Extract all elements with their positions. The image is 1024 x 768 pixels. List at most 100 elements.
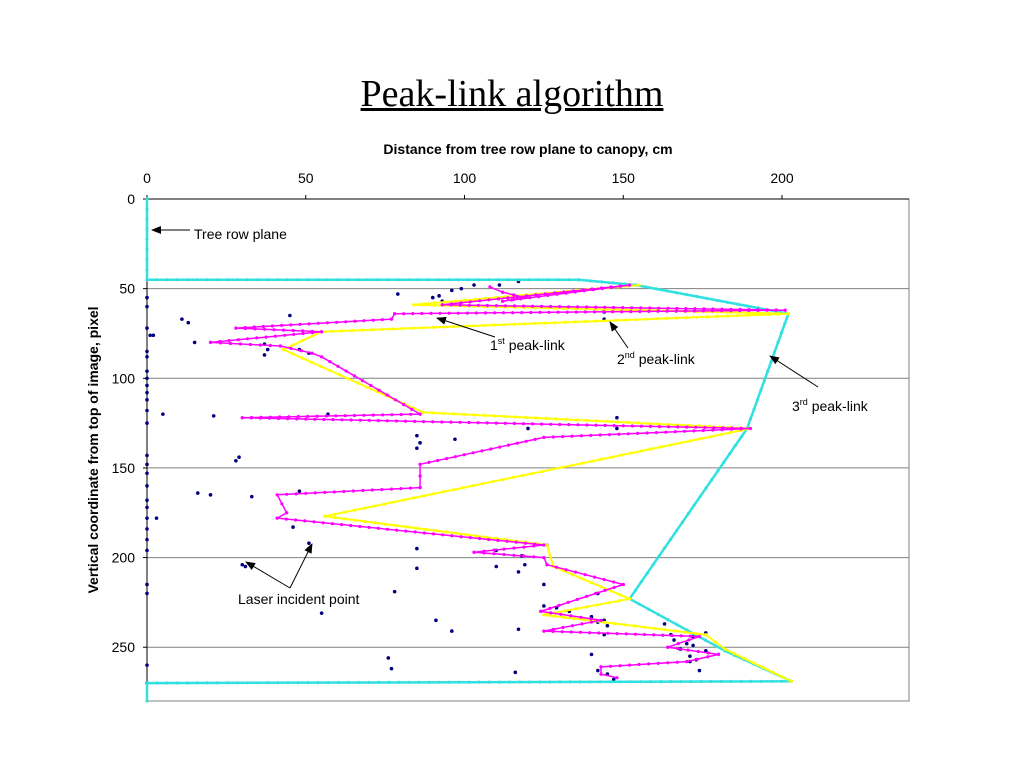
third-link-marker xyxy=(709,679,713,684)
second-link-marker xyxy=(483,296,487,301)
first-link-marker xyxy=(538,310,542,314)
first-link-marker xyxy=(594,305,598,309)
first-link-marker xyxy=(459,535,463,539)
third-link-marker xyxy=(518,680,522,684)
third-link-marker xyxy=(769,679,774,683)
second-link-marker xyxy=(634,318,638,322)
first-link-marker xyxy=(340,418,344,422)
first-link-marker xyxy=(533,437,537,441)
second-link-marker xyxy=(373,521,377,525)
first-link-marker xyxy=(245,337,250,341)
third-link-marker xyxy=(666,618,670,622)
first-link-marker xyxy=(692,309,697,313)
second-link-marker xyxy=(550,467,555,471)
second-link-marker xyxy=(472,413,476,417)
first-link-marker xyxy=(420,311,424,316)
laser-point xyxy=(307,541,311,546)
y-tick-label: 200 xyxy=(112,550,136,566)
laser-point xyxy=(265,347,270,352)
third-link-marker xyxy=(286,278,290,282)
series-first xyxy=(208,283,787,680)
laser-point xyxy=(415,433,419,438)
third-link-marker xyxy=(637,602,641,606)
second-link-marker xyxy=(746,313,750,317)
second-link-marker xyxy=(411,326,415,330)
third-link-marker xyxy=(669,537,673,541)
laser-point xyxy=(262,353,267,357)
first-peak-link-label-text: peak-link xyxy=(505,337,566,353)
first-link-marker xyxy=(510,298,514,302)
first-link-marker xyxy=(261,324,265,329)
third-link-marker xyxy=(145,227,149,231)
first-link-marker xyxy=(462,453,466,457)
first-link-marker xyxy=(367,525,371,530)
second-link-marker xyxy=(432,492,436,496)
third-link-marker xyxy=(611,281,615,285)
first-link-marker xyxy=(585,594,589,599)
first-link-marker xyxy=(325,321,329,325)
second-link-marker xyxy=(461,486,465,490)
third-link-marker xyxy=(256,681,260,685)
third-link-marker xyxy=(759,679,763,684)
first-link-marker xyxy=(630,306,634,310)
first-link-marker xyxy=(621,306,625,310)
second-link-marker xyxy=(353,518,357,522)
first-link-marker xyxy=(628,283,632,287)
first-link-marker xyxy=(472,550,476,554)
second-link-marker xyxy=(770,670,775,674)
first-link-marker xyxy=(615,632,619,636)
laser-point xyxy=(392,589,397,594)
first-link-marker xyxy=(588,631,592,635)
second-link-marker xyxy=(656,422,660,426)
first-link-marker xyxy=(612,585,616,590)
first-link-marker xyxy=(267,416,272,420)
first-link-marker xyxy=(506,443,511,447)
first-link-marker xyxy=(467,303,471,307)
first-link-marker xyxy=(657,306,661,310)
second-link-marker xyxy=(310,334,314,338)
third-link-marker xyxy=(275,278,280,282)
third-link-marker xyxy=(710,478,714,482)
laser-point xyxy=(516,627,521,632)
first-link-marker xyxy=(404,529,408,533)
first-link-marker xyxy=(342,489,346,494)
first-link-marker xyxy=(574,570,578,574)
first-link-marker xyxy=(603,305,607,309)
second-link-marker xyxy=(620,453,624,457)
laser-point xyxy=(450,288,454,293)
second-link-marker xyxy=(472,324,476,328)
third-link-marker xyxy=(588,279,592,283)
second-link-marker xyxy=(637,283,641,287)
y-tick-label: 50 xyxy=(119,281,135,297)
third-link-marker xyxy=(377,680,381,685)
second-link-marker xyxy=(301,339,305,343)
first-link-marker xyxy=(380,488,384,492)
first-link-marker xyxy=(301,329,305,333)
first-link-marker xyxy=(599,665,603,669)
third-link-marker xyxy=(386,278,390,282)
first-link-marker xyxy=(218,341,223,345)
second-link-marker xyxy=(673,629,678,633)
third-link-marker xyxy=(145,278,149,282)
second-link-marker xyxy=(365,385,369,389)
third-link-marker xyxy=(675,291,679,295)
first-link-marker xyxy=(599,672,603,676)
first-link-marker xyxy=(380,318,384,322)
second-link-marker xyxy=(553,321,557,325)
third-link-marker xyxy=(656,612,660,617)
first-link-marker xyxy=(492,552,496,556)
first-link-marker xyxy=(418,486,422,490)
second-link-marker xyxy=(422,494,426,498)
first-link-marker xyxy=(511,311,515,315)
first-link-marker xyxy=(720,309,724,313)
second-link-marker xyxy=(563,320,567,324)
third-link-marker xyxy=(175,681,179,685)
second-link-marker xyxy=(492,323,496,327)
first-link-marker xyxy=(501,290,505,294)
third-link-marker xyxy=(736,302,740,306)
second-link-marker xyxy=(473,297,477,301)
second-link-marker xyxy=(699,437,703,441)
first-link-marker xyxy=(456,311,460,315)
third-link-marker xyxy=(447,680,451,684)
